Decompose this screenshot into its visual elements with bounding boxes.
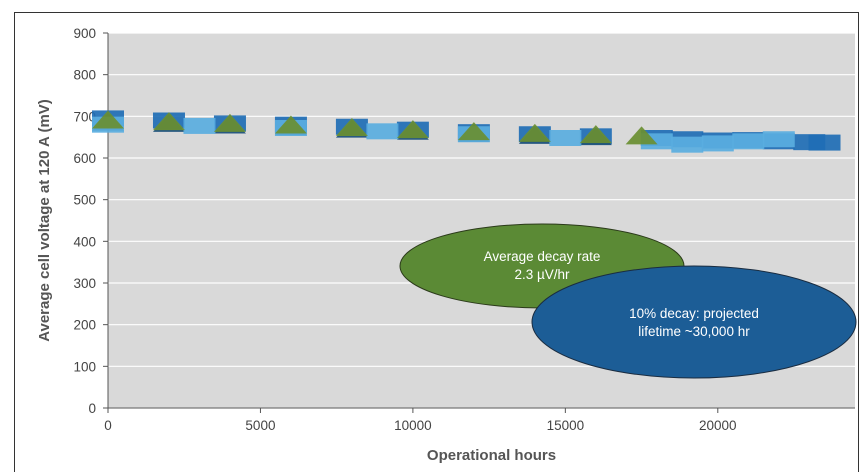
y-tick-label: 200 [73, 318, 96, 333]
y-tick-label: 100 [73, 359, 96, 374]
y-tick-label: 500 [73, 193, 96, 208]
data-point [762, 131, 795, 148]
x-tick-label: 20000 [699, 418, 737, 433]
data-point [183, 117, 216, 134]
data-point [625, 126, 658, 145]
annotations: Average decay rate 2.3 µV/hr 10% decay: … [399, 223, 857, 379]
lifetime-line1: 10% decay: projected [629, 306, 759, 321]
y-tick-label: 0 [88, 401, 96, 416]
data-point [213, 113, 246, 132]
data-point [579, 125, 612, 144]
data-point [152, 112, 185, 131]
data-point [396, 120, 429, 139]
y-tick-label: 300 [73, 276, 96, 291]
y-tick-labels: 0 100 200 300 400 500 600 700 800 900 [73, 26, 96, 416]
lifetime-callout [531, 265, 857, 379]
decay-rate-line1: Average decay rate [484, 249, 601, 264]
x-axis-title: Operational hours [427, 447, 556, 464]
data-point [274, 115, 307, 134]
y-tick-label: 900 [73, 26, 96, 41]
data-points [92, 110, 841, 153]
lifetime-line2: lifetime ~30,000 hr [638, 324, 750, 339]
y-tick-label: 800 [73, 68, 96, 83]
decay-rate-line2: 2.3 µV/hr [514, 267, 570, 282]
x-tick-label: 10000 [394, 418, 432, 433]
data-point [808, 134, 841, 151]
data-point [518, 123, 551, 142]
data-point [457, 122, 490, 141]
x-tick-label: 0 [104, 418, 112, 433]
x-tick-labels: 0 5000 10000 15000 20000 [104, 418, 736, 433]
x-tick-label: 15000 [547, 418, 585, 433]
data-point [335, 118, 368, 136]
data-point [701, 135, 734, 152]
data-point [549, 130, 582, 146]
data-point [92, 110, 124, 129]
data-point [366, 123, 399, 140]
data-point [671, 136, 704, 153]
x-tick-label: 5000 [245, 418, 275, 433]
y-tick-label: 400 [73, 234, 96, 249]
y-tick-label: 600 [73, 151, 96, 166]
data-point [732, 133, 765, 150]
y-tick-label: 700 [73, 109, 96, 124]
y-axis-title: Average cell voltage at 120 A (mV) [36, 99, 53, 342]
chart-frame [14, 12, 859, 472]
